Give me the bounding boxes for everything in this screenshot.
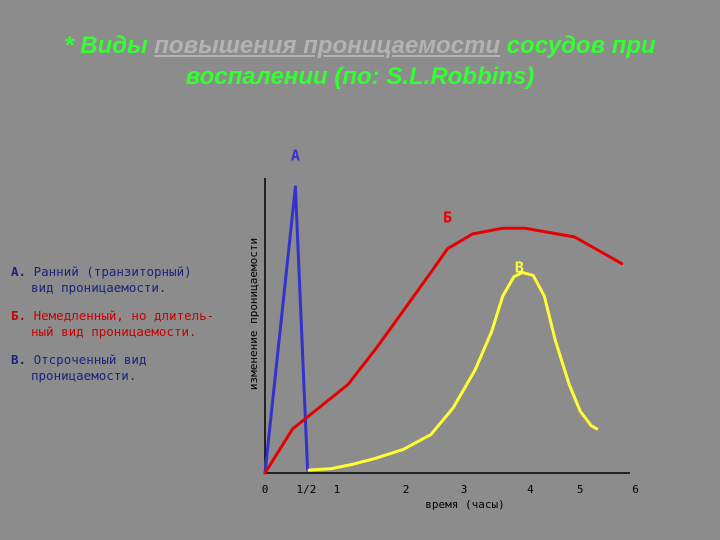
legend-text-c-1: Отсроченный вид	[26, 352, 147, 367]
title-line2: воспалении (по: S.L.Robbins)	[185, 63, 535, 90]
title-prefix: * Виды	[64, 32, 155, 59]
x-tick-label: 6	[632, 483, 639, 496]
legend-text-b-2: ный вид проницаемости.	[31, 324, 197, 339]
x-tick-label: 2	[403, 483, 410, 496]
series-label-3: В	[515, 258, 524, 276]
x-tick-label: 0	[262, 483, 269, 496]
legend-text-c-2: проницаемости.	[31, 368, 137, 383]
x-tick-label: 3	[461, 483, 468, 496]
x-axis-label: время (часы)	[425, 498, 504, 511]
page-title: * Виды повышения проницаемости сосудов п…	[0, 30, 720, 92]
legend-key-c: В.	[11, 352, 27, 367]
legend-text-a-1: Ранний (транзиторный)	[26, 264, 192, 279]
legend-key-a: А.	[11, 264, 27, 279]
series-line-2	[263, 226, 624, 475]
y-axis-label: изменение проницаемости	[247, 238, 260, 390]
legend-item-b: Б. Немедленный, но длитель- ный вид прон…	[11, 308, 241, 340]
series-label-2: Б	[443, 208, 452, 226]
legend-item-a: А. Ранний (транзиторный) вид проницаемос…	[11, 264, 241, 296]
series-label-1: А	[291, 146, 300, 164]
title-after: сосудов при	[500, 32, 656, 59]
series-line-3	[307, 270, 599, 472]
legend-item-c: В. Отсроченный вид проницаемости.	[11, 352, 241, 384]
legend-text-a-2: вид проницаемости.	[31, 280, 167, 295]
legend: А. Ранний (транзиторный) вид проницаемос…	[11, 264, 241, 396]
x-tick-label: 5	[577, 483, 584, 496]
x-tick-label: 1	[334, 483, 341, 496]
x-tick-label: 1/2	[297, 483, 317, 496]
x-tick-label: 4	[527, 483, 534, 496]
title-underlined: повышения проницаемости	[154, 32, 501, 59]
series-line-1	[263, 185, 310, 475]
legend-key-b: Б.	[11, 308, 27, 323]
legend-text-b-1: Немедленный, но длитель-	[26, 308, 215, 323]
